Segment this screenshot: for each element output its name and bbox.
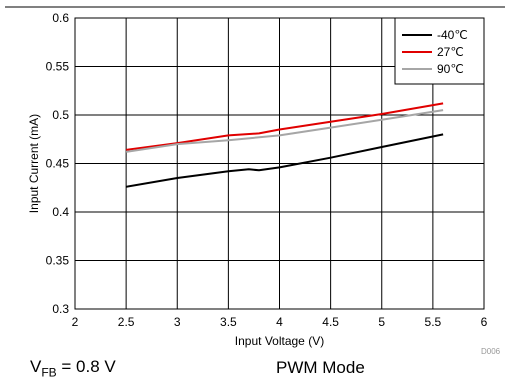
x-tick-label: 6 bbox=[481, 315, 488, 329]
pwm-mode-label: PWM Mode bbox=[276, 358, 365, 377]
series-line-1 bbox=[125, 133, 444, 188]
y-tick-label: 0.35 bbox=[46, 254, 70, 268]
plot-frame bbox=[74, 17, 485, 310]
vfb-symbol: V bbox=[30, 357, 42, 376]
y-tick-label: 0.3 bbox=[52, 302, 69, 316]
y-tick-label: 0.5 bbox=[52, 108, 69, 122]
legend-label: 27℃ bbox=[437, 45, 464, 59]
y-tick-label: 0.45 bbox=[46, 157, 70, 171]
y-tick-label: 0.55 bbox=[46, 60, 70, 74]
x-tick-label: 2 bbox=[72, 315, 79, 329]
x-tick-label: 2.5 bbox=[118, 315, 135, 329]
x-tick-label: 4 bbox=[276, 315, 283, 329]
x-tick-label: 3.5 bbox=[220, 315, 237, 329]
x-axis-label: Input Voltage (V) bbox=[235, 334, 324, 348]
series-lines bbox=[125, 102, 444, 188]
y-tick-labels: 0.3 0.35 0.4 0.45 0.5 0.55 0.6 bbox=[46, 11, 70, 316]
legend: -40℃ 27℃ 90℃ bbox=[394, 17, 485, 85]
y-tick-label: 0.4 bbox=[52, 205, 69, 219]
vfb-condition: VFB = 0.8 V bbox=[30, 357, 116, 379]
vfb-subscript: FB bbox=[41, 365, 57, 380]
series-line-2 bbox=[125, 102, 444, 151]
figure-id: D006 bbox=[481, 347, 501, 356]
vfb-value: = 0.8 V bbox=[56, 357, 116, 376]
y-tick-label: 0.6 bbox=[52, 11, 69, 25]
x-tick-label: 5 bbox=[378, 315, 385, 329]
series-line-3 bbox=[125, 109, 444, 153]
x-tick-label: 4.5 bbox=[322, 315, 339, 329]
x-tick-label: 5.5 bbox=[425, 315, 442, 329]
y-axis-label: Input Current (mA) bbox=[27, 114, 41, 213]
legend-label: 90℃ bbox=[437, 62, 464, 76]
x-tick-labels: 2 2.5 3 3.5 4 4.5 5 5.5 6 bbox=[72, 315, 488, 329]
x-tick-label: 3 bbox=[174, 315, 181, 329]
legend-label: -40℃ bbox=[437, 28, 468, 42]
